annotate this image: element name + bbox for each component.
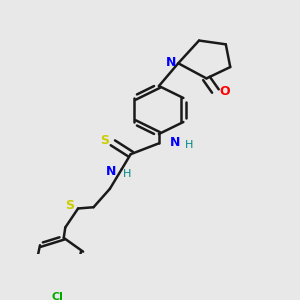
Text: O: O bbox=[219, 85, 230, 98]
Text: Cl: Cl bbox=[51, 292, 63, 300]
Text: H: H bbox=[184, 140, 193, 150]
Text: S: S bbox=[100, 134, 109, 147]
Text: N: N bbox=[106, 165, 116, 178]
Text: N: N bbox=[170, 136, 181, 148]
Text: H: H bbox=[123, 169, 131, 179]
Text: S: S bbox=[65, 200, 74, 212]
Text: N: N bbox=[166, 56, 176, 68]
